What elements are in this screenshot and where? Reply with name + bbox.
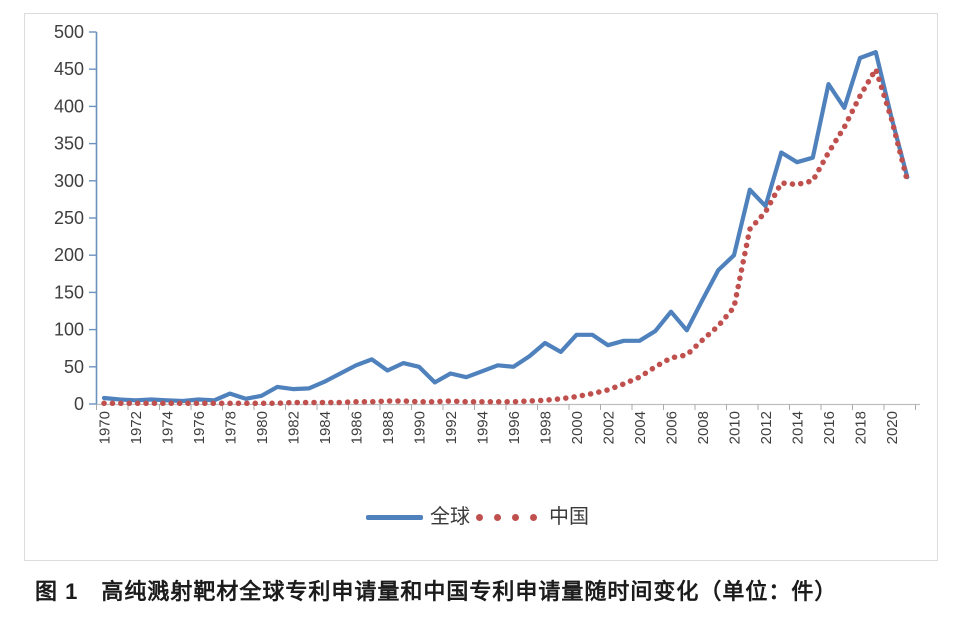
y-tick-label: 200 (54, 245, 84, 265)
x-tick-label: 2012 (758, 411, 775, 444)
x-tick-label: 2016 (821, 411, 838, 444)
x-tick-label: 1996 (506, 411, 523, 444)
y-tick-label: 150 (54, 282, 84, 302)
x-tick-label: 2020 (884, 411, 901, 444)
x-tick-label: 1972 (128, 411, 145, 444)
x-tick-label: 2018 (853, 411, 870, 444)
x-tick-label: 1978 (223, 411, 240, 444)
y-tick-label: 400 (54, 96, 84, 116)
x-tick-label: 1970 (97, 411, 114, 444)
x-tick-label: 2002 (601, 411, 618, 444)
y-tick-label: 50 (64, 357, 84, 377)
x-tick-label: 1992 (443, 411, 460, 444)
y-tick-label: 250 (54, 208, 84, 228)
x-tick-label: 2014 (790, 411, 807, 444)
y-tick-label: 100 (54, 320, 84, 340)
x-tick-label: 2008 (695, 411, 712, 444)
x-tick-label: 1982 (286, 411, 303, 444)
x-tick-label: 2000 (569, 411, 586, 444)
series-line-china (101, 66, 911, 407)
x-tick-label: 1980 (254, 411, 271, 444)
x-tick-label: 1976 (191, 411, 208, 444)
y-tick-label: 450 (54, 59, 84, 79)
y-tick-label: 350 (54, 134, 84, 154)
chart-frame (24, 13, 938, 561)
x-tick-label: 1988 (380, 411, 397, 444)
x-tick-label: 2006 (664, 411, 681, 444)
x-tick-label: 1994 (475, 411, 492, 444)
x-tick-label: 1986 (349, 411, 366, 444)
x-tick-label: 1998 (538, 411, 555, 444)
x-tick-label: 1984 (317, 411, 334, 444)
line-chart: 0 50 100 150 200 250 300 350 400 450 500 1970 1972 19… (54, 22, 920, 444)
x-tick-label: 2010 (727, 411, 744, 444)
y-tick-label: 300 (54, 171, 84, 191)
y-tick-label: 500 (54, 22, 84, 42)
figure-caption: 图 1 高纯溅射靶材全球专利申请量和中国专利申请量随时间变化（单位：件） (35, 579, 838, 604)
x-tick-label: 2004 (632, 411, 649, 444)
x-tick-label: 1974 (160, 411, 177, 444)
series-line-global (101, 50, 910, 404)
y-tick-label: 0 (74, 394, 84, 414)
x-tick-label: 1990 (412, 411, 429, 444)
